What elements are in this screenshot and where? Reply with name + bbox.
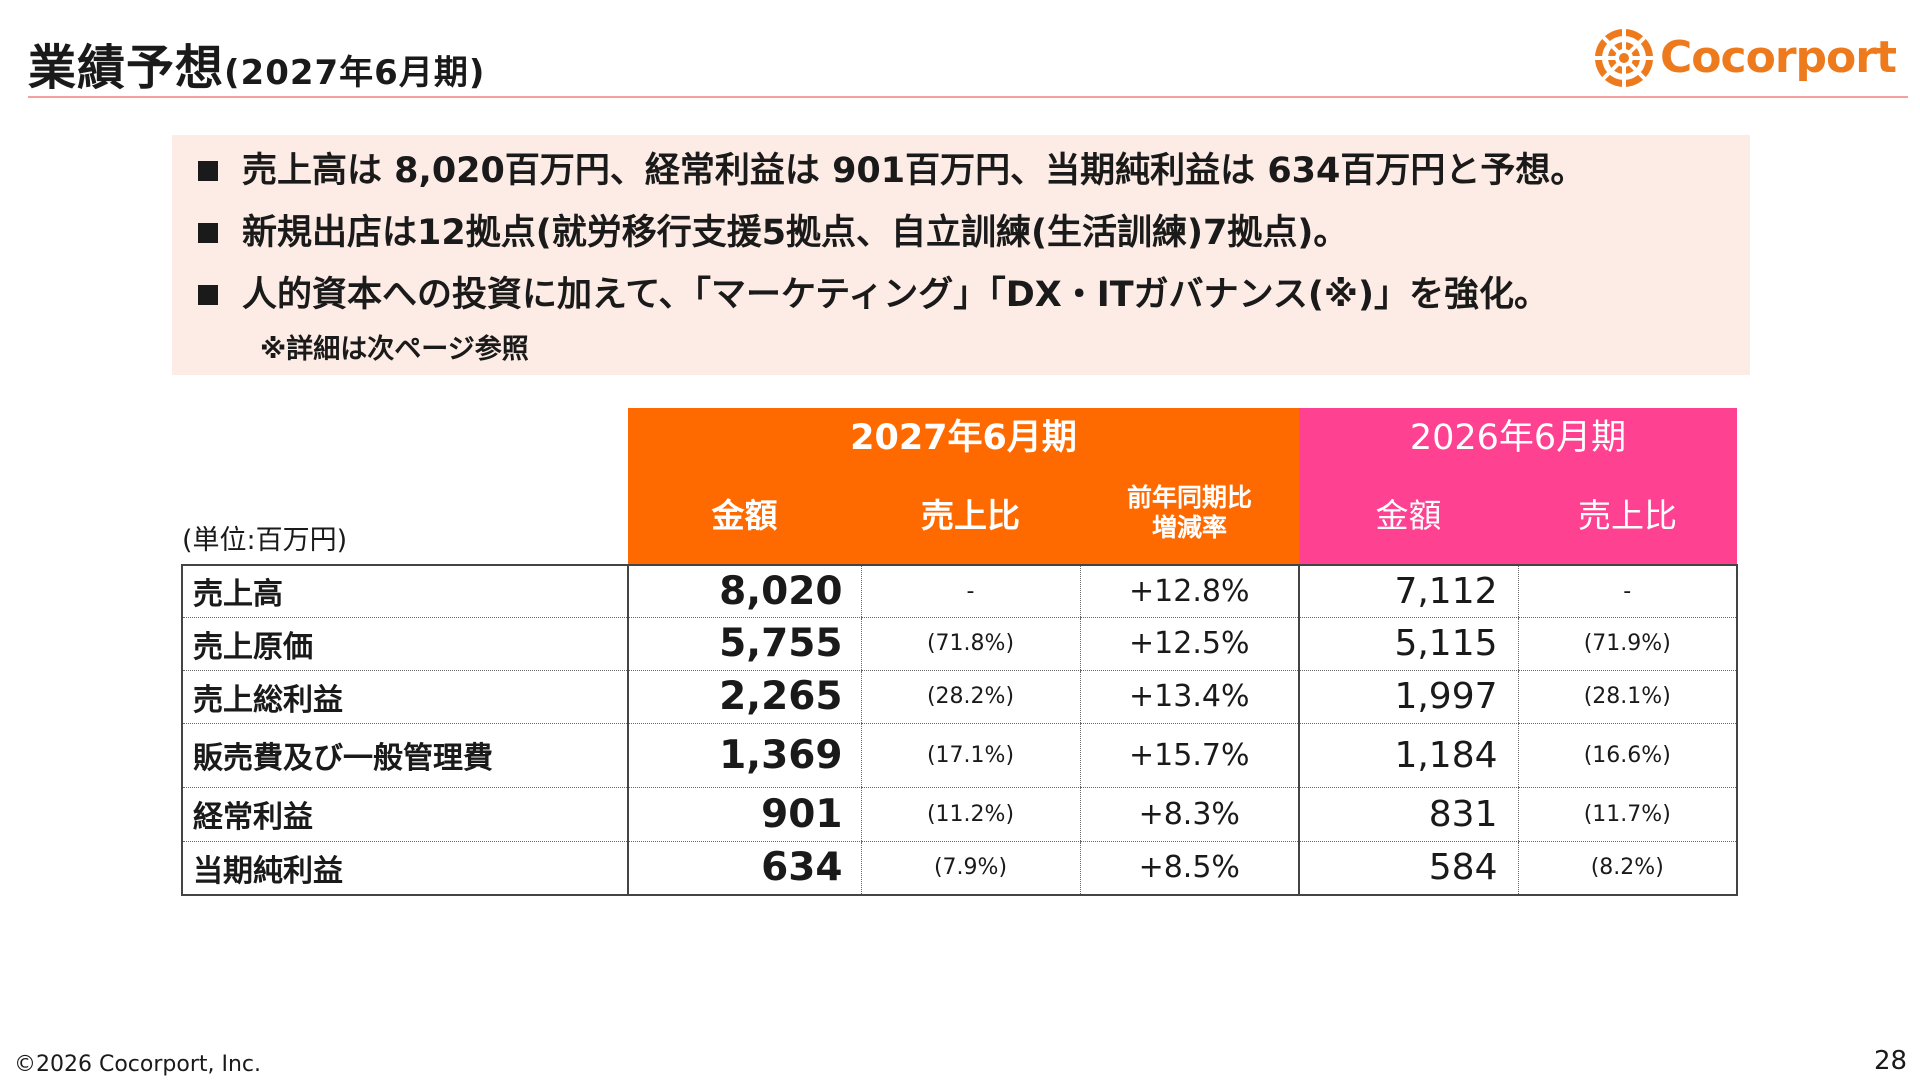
header-row-columns: 金額 売上比 前年同期比 増減率 金額 売上比	[182, 461, 1737, 565]
amount-cell: 5,755	[627, 617, 861, 671]
ratio-cell: (17.1%)	[860, 723, 1080, 788]
prior-ratio-cell: (11.7%)	[1517, 787, 1738, 842]
row-label: 経常利益	[181, 787, 628, 842]
bullet-square-icon	[198, 223, 218, 243]
prior-amount-header: 金額	[1299, 461, 1518, 565]
prior-amount-cell: 1,184	[1298, 723, 1518, 788]
prior-ratio-cell: (8.2%)	[1517, 841, 1738, 896]
copyright: ©2026 Cocorport, Inc.	[14, 1052, 262, 1077]
prior-amount-cell: 584	[1298, 841, 1518, 896]
summary-note: ※詳細は次ページ参照	[260, 334, 529, 365]
prior-ratio-header: 売上比	[1518, 461, 1737, 565]
prior-amount-cell: 831	[1298, 787, 1518, 842]
yoy-cell: +13.4%	[1079, 670, 1299, 724]
forecast-table: 2027年6月期 2026年6月期 金額 売上比 前年同期比 増減率 金額 売上比…	[181, 408, 1738, 896]
row-label: 売上原価	[181, 617, 628, 671]
amount-cell: 8,020	[627, 564, 861, 618]
title-divider	[28, 96, 1908, 98]
row-label: 売上高	[181, 564, 628, 618]
prior-ratio-cell: (71.9%)	[1517, 617, 1738, 671]
amount-cell: 634	[627, 841, 861, 896]
amount-header: 金額	[628, 461, 861, 565]
summary-bullet: 新規出店は12拠点(就労移行支援5拠点、自立訓練(生活訓練)7拠点)。	[190, 209, 1750, 271]
bullet-square-icon	[198, 285, 218, 305]
row-label: 売上総利益	[181, 670, 628, 724]
summary-bullet: 人的資本への投資に加えて、「マーケティング」「DX・ITガバナンス(※)」を強化…	[190, 271, 1750, 333]
yoy-cell: +8.5%	[1079, 841, 1299, 896]
table-row: 経常利益 901 (11.2%) +8.3% 831 (11.7%)	[181, 787, 1738, 842]
prior-period-header: 2026年6月期	[1299, 408, 1737, 461]
yoy-header-line1: 前年同期比	[1126, 482, 1252, 512]
summary-text: 売上高は 8,020百万円、経常利益は 901百万円、当期純利益は 634百万円…	[242, 151, 1586, 191]
table-row: 売上総利益 2,265 (28.2%) +13.4% 1,997 (28.1%)	[181, 670, 1738, 724]
table-row: 当期純利益 634 (7.9%) +8.5% 584 (8.2%)	[181, 841, 1738, 896]
table-row: 売上高 8,020 - +12.8% 7,112 -	[181, 564, 1738, 618]
prior-ratio-cell: (16.6%)	[1517, 723, 1738, 788]
page-number: 28	[1874, 1046, 1908, 1076]
prior-amount-cell: 1,997	[1298, 670, 1518, 724]
header-row-period: 2027年6月期 2026年6月期	[182, 408, 1737, 461]
prior-ratio-cell: (28.1%)	[1517, 670, 1738, 724]
page-title: 業績予想(2027年6月期)	[28, 28, 485, 98]
ratio-cell: -	[860, 564, 1080, 618]
yoy-header: 前年同期比 増減率	[1080, 461, 1299, 565]
yoy-cell: +12.8%	[1079, 564, 1299, 618]
ratio-cell: (28.2%)	[860, 670, 1080, 724]
ratio-cell: (71.8%)	[860, 617, 1080, 671]
table-row: 売上原価 5,755 (71.8%) +12.5% 5,115 (71.9%)	[181, 617, 1738, 671]
prior-ratio-cell: -	[1517, 564, 1738, 618]
yoy-cell: +8.3%	[1079, 787, 1299, 842]
brand-logo: Cocorport	[1592, 26, 1897, 92]
row-label: 販売費及び一般管理費	[181, 723, 628, 788]
table-row: 販売費及び一般管理費 1,369 (17.1%) +15.7% 1,184 (1…	[181, 723, 1738, 788]
title-main: 業績予想	[28, 40, 225, 96]
amount-cell: 901	[627, 787, 861, 842]
amount-cell: 2,265	[627, 670, 861, 724]
yoy-cell: +12.5%	[1079, 617, 1299, 671]
summary-text: 新規出店は12拠点(就労移行支援5拠点、自立訓練(生活訓練)7拠点)。	[242, 213, 1349, 253]
summary-text: 人的資本への投資に加えて、「マーケティング」「DX・ITガバナンス(※)」を強化…	[242, 275, 1549, 315]
prior-amount-cell: 7,112	[1298, 564, 1518, 618]
title-sub: (2027年6月期)	[224, 53, 486, 93]
brand-name: Cocorport	[1660, 32, 1897, 83]
summary-box: 売上高は 8,020百万円、経常利益は 901百万円、当期純利益は 634百万円…	[172, 135, 1750, 375]
summary-bullet: 売上高は 8,020百万円、経常利益は 901百万円、当期純利益は 634百万円…	[190, 147, 1750, 209]
prior-amount-cell: 5,115	[1298, 617, 1518, 671]
amount-cell: 1,369	[627, 723, 861, 788]
header-blank	[182, 408, 628, 565]
row-label: 当期純利益	[181, 841, 628, 896]
yoy-header-line2: 増減率	[1151, 512, 1227, 542]
ratio-header: 売上比	[861, 461, 1080, 565]
forecast-period-header: 2027年6月期	[628, 408, 1299, 461]
unit-label: (単位:百万円)	[182, 525, 348, 556]
ratio-cell: (11.2%)	[860, 787, 1080, 842]
bullet-square-icon	[198, 161, 218, 181]
brand-mark-icon	[1592, 26, 1656, 90]
yoy-cell: +15.7%	[1079, 723, 1299, 788]
ratio-cell: (7.9%)	[860, 841, 1080, 896]
